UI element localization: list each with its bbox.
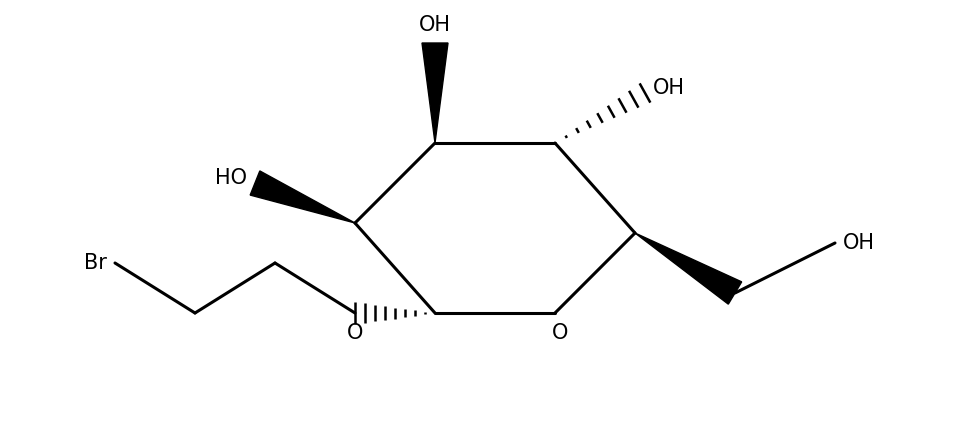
Text: HO: HO: [215, 168, 247, 188]
Text: OH: OH: [843, 233, 875, 253]
Polygon shape: [422, 43, 448, 143]
Polygon shape: [251, 171, 355, 223]
Text: Br: Br: [84, 253, 107, 273]
Text: OH: OH: [653, 78, 685, 98]
Text: O: O: [551, 323, 568, 343]
Polygon shape: [635, 233, 741, 304]
Text: O: O: [347, 323, 363, 343]
Text: OH: OH: [419, 15, 451, 35]
